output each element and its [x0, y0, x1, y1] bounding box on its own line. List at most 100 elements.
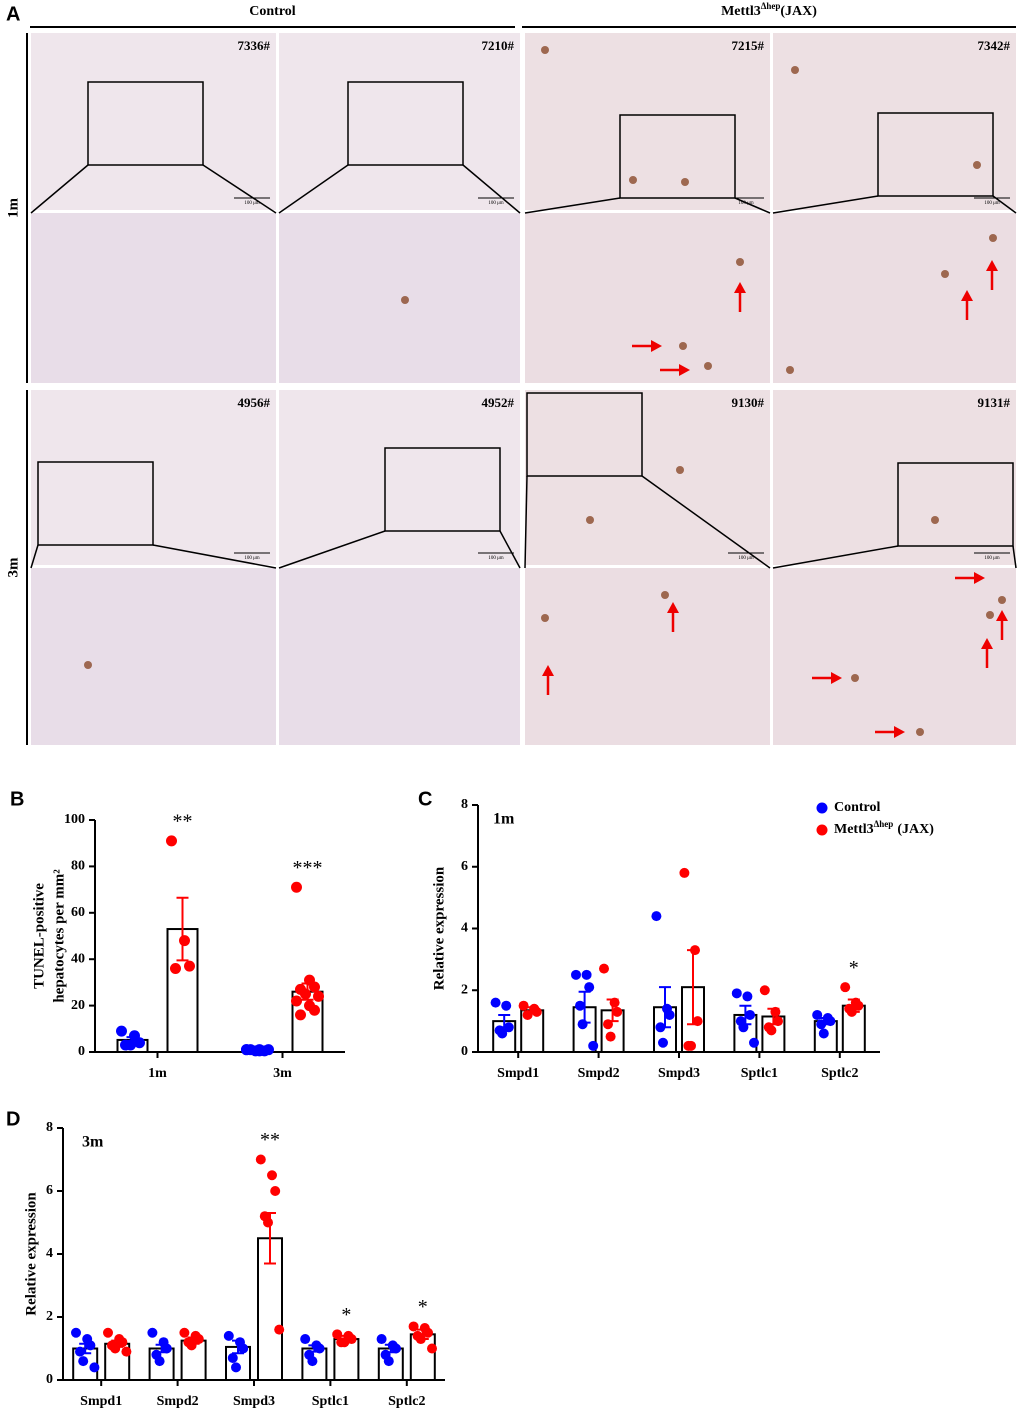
zoom-line [278, 164, 349, 214]
error-bar [659, 986, 671, 1029]
data-point [223, 1330, 234, 1341]
data-point [391, 1343, 401, 1354]
significance: *** [293, 857, 323, 879]
data-point [179, 935, 190, 947]
zoom-line [152, 544, 277, 569]
zoom-line [772, 195, 879, 214]
error-bar [301, 982, 314, 1001]
y-tick-label: 8 [461, 797, 468, 812]
error-bar [176, 896, 189, 962]
error-bar [340, 1334, 353, 1344]
scale-bar-label: 100 μm [738, 201, 753, 206]
y-axis-label: Relative expression [431, 866, 447, 990]
error-bar [498, 1013, 511, 1029]
legend-swatch [816, 802, 828, 814]
data-point [686, 1040, 696, 1051]
y-tick-label: 6 [46, 1183, 53, 1198]
stain [84, 661, 92, 669]
legend-swatch [816, 824, 828, 836]
legend-name: Control [834, 800, 881, 815]
data-point [274, 1324, 285, 1335]
data-point [664, 1009, 675, 1020]
significance: * [341, 1304, 351, 1326]
data-point [166, 835, 177, 847]
scale-bar-label: 100 μm [488, 201, 503, 206]
header-suffix: (JAX) [780, 4, 817, 19]
stain [931, 516, 939, 524]
arrow-head [651, 340, 662, 352]
panel-label: A [6, 3, 20, 25]
stain [541, 614, 549, 622]
arrow-head [734, 282, 746, 293]
y-tick-label: 8 [46, 1120, 53, 1135]
significance: ** [173, 810, 193, 832]
data-point [71, 1327, 81, 1338]
error-bar [767, 1007, 780, 1026]
data-point [383, 1356, 394, 1367]
scale-bar-label: 100 μm [984, 556, 999, 561]
arrow-head [894, 726, 905, 738]
arrow-head [996, 610, 1008, 621]
data-point [575, 1000, 585, 1011]
data-point [376, 1334, 387, 1345]
zoom-line [202, 164, 277, 214]
chart-subtitle: 1m [493, 811, 515, 828]
error-bar [264, 1212, 276, 1265]
data-point [588, 1040, 599, 1051]
zoom-line [30, 164, 89, 214]
stain [916, 728, 924, 736]
data-point [497, 1028, 508, 1039]
data-point [745, 1009, 755, 1020]
header-sup: Δhep [761, 1, 781, 11]
data-point [599, 963, 609, 974]
stain [401, 296, 409, 304]
stain [989, 234, 997, 242]
error-bar [232, 1339, 244, 1355]
data-point [263, 1217, 273, 1228]
data-point [313, 990, 324, 1002]
sample-id: 7342# [978, 38, 1011, 53]
micrograph-zoom [773, 213, 1016, 383]
y-tick-label: 0 [46, 1372, 53, 1387]
data-point [238, 1343, 249, 1354]
legend-label: Mettl3Δhep (JAX) [834, 819, 934, 837]
data-point [227, 1352, 238, 1363]
micrograph [525, 390, 770, 565]
legend-label: Control [834, 800, 881, 815]
header-text: Control [249, 4, 296, 19]
zoom-line [524, 475, 528, 569]
x-tick-label: Smpd2 [578, 1066, 620, 1081]
arrow-head [974, 572, 985, 584]
data-point [241, 1044, 252, 1056]
data-point [818, 1028, 829, 1039]
data-point [531, 1006, 542, 1017]
data-point [408, 1321, 419, 1332]
x-tick-label: Sptlc1 [741, 1066, 778, 1081]
stain [541, 46, 549, 54]
data-point [840, 982, 851, 993]
zoom-line [462, 164, 521, 214]
micrograph-zoom [773, 568, 1016, 745]
data-point [651, 911, 662, 922]
stain [941, 270, 949, 278]
significance: * [849, 957, 859, 979]
panel-label: D [6, 1108, 20, 1130]
error-bar [384, 1343, 397, 1354]
data-point [759, 985, 770, 996]
stain [998, 596, 1006, 604]
error-bar [606, 998, 619, 1023]
micrograph [773, 390, 1016, 565]
data-point [263, 1044, 274, 1056]
y-axis-label: TUNEL-positive [31, 883, 47, 989]
zoom-box [87, 81, 204, 166]
data-point [255, 1154, 266, 1165]
error-bar [187, 1336, 200, 1345]
column-header: Control [249, 4, 296, 19]
data-point [307, 1356, 318, 1367]
error-bar [111, 1339, 124, 1348]
micrograph [279, 33, 520, 210]
arrow-head [831, 672, 842, 684]
data-point [147, 1327, 158, 1338]
sample-id: 4952# [482, 395, 515, 410]
